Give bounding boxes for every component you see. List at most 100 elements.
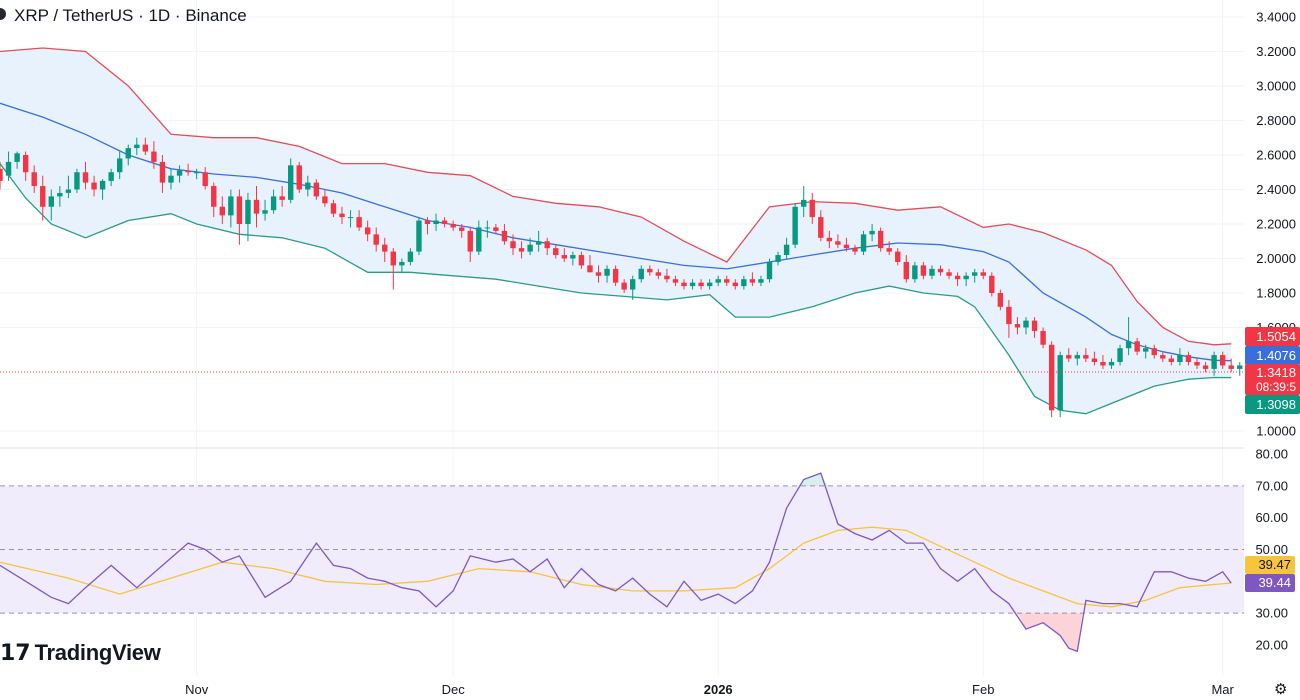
candle-body (347, 217, 354, 219)
candle-body (638, 268, 644, 280)
candle-body (476, 227, 482, 252)
candle-body (1040, 330, 1046, 345)
candle-body (270, 196, 277, 211)
candle-body (484, 227, 491, 229)
candle-body (373, 234, 379, 245)
candle-body (689, 282, 696, 287)
time-axis[interactable]: Nov Dec 2026 Feb Mar (185, 682, 1234, 697)
candle-body (228, 196, 234, 216)
candle-body (612, 268, 619, 283)
candle-body (989, 275, 995, 293)
price-tick-label: 3.0000 (1256, 79, 1296, 94)
candle-body (852, 248, 858, 252)
candle-body (108, 172, 114, 181)
candle-body (1083, 355, 1089, 359)
candle-body (117, 158, 123, 173)
candle-body (1006, 306, 1012, 325)
candle-body (980, 272, 986, 276)
candle-body (211, 186, 217, 207)
rsi-ma-label-box (1245, 556, 1295, 574)
candle-body (142, 144, 149, 152)
candle-body (236, 196, 243, 224)
candle-body (860, 234, 867, 252)
tradingview-logo[interactable]: 17 TradingView (0, 640, 161, 666)
candle-body (527, 244, 533, 252)
tradingview-logo-icon: 17 (0, 640, 31, 666)
rsi-overbought-fill (798, 473, 828, 486)
candle-body (31, 172, 37, 187)
candle-body (681, 282, 687, 287)
gear-icon[interactable]: ⚙ (1274, 680, 1288, 698)
candle-body (1023, 320, 1029, 328)
candle-body (5, 161, 12, 176)
time-tick-label: Dec (442, 682, 466, 697)
candle-body (553, 248, 559, 256)
tradingview-logo-text: TradingView (34, 640, 161, 665)
candle-body (262, 210, 268, 214)
candle-body (57, 192, 63, 197)
rsi-tick-label: 20.00 (1255, 638, 1288, 653)
bollinger-basis-line (0, 102, 1232, 362)
candle-body (1100, 362, 1106, 366)
basis-label-box (1245, 346, 1300, 365)
candle-body (510, 241, 516, 249)
candle-body (356, 217, 362, 228)
rsi-tick-label: 50.00 (1255, 542, 1288, 557)
price-tick-label: 3.2000 (1256, 44, 1296, 59)
candle-body (176, 170, 183, 176)
candle-body (929, 268, 935, 276)
xrp-icon (0, 8, 6, 20)
candle-body (493, 227, 499, 231)
candle-body (1125, 341, 1132, 349)
chart-title[interactable]: XRP / TetherUS · 1D · Binance (14, 6, 247, 25)
candle-body (202, 172, 208, 187)
candle-body (1048, 344, 1055, 411)
candle-body (1143, 348, 1149, 352)
time-tick-label: Mar (1211, 682, 1234, 697)
candle-body (1211, 355, 1217, 369)
rsi-ma-line (0, 526, 1232, 608)
candle-body (826, 237, 833, 242)
candle-body (399, 261, 405, 266)
candle-body (749, 279, 756, 283)
candle-body (253, 199, 260, 214)
lower-band-label-text: 1.3098 (1256, 397, 1296, 412)
candle-body (1014, 324, 1021, 328)
candle-body (0, 168, 3, 181)
candle-body (886, 248, 892, 252)
price-tick-label: 2.6000 (1256, 148, 1296, 163)
candle-body (433, 220, 439, 224)
candle-body (1057, 355, 1063, 411)
candle-body (895, 251, 901, 262)
upper-band-label-box (1245, 327, 1300, 346)
candle-body (1066, 355, 1072, 359)
candle-body (604, 268, 610, 276)
rsi-ma-label-text: 39.47 (1258, 557, 1291, 572)
candle-body (647, 268, 653, 273)
lower-band-label-box (1245, 395, 1300, 414)
candle-body (441, 220, 448, 224)
candle-body (1134, 341, 1140, 352)
candle-body (775, 255, 781, 262)
candle-body (672, 279, 679, 283)
candle-body (74, 172, 80, 190)
rsi-tick-label: 80.00 (1255, 447, 1288, 462)
candle-body (407, 251, 414, 262)
candle-body (954, 275, 961, 280)
candle-body (390, 251, 396, 266)
candle-body (245, 199, 251, 224)
candle-body (185, 170, 191, 173)
rsi-tick-label: 60.00 (1255, 510, 1288, 525)
candlestick-series[interactable] (0, 137, 1260, 418)
candle-body (1168, 358, 1175, 362)
candle-body (1031, 320, 1038, 331)
rsi-oversold-fill (1017, 613, 1083, 652)
candle-body (732, 282, 738, 287)
candle-body (783, 244, 790, 256)
candle-body (48, 196, 54, 207)
candle-body (741, 279, 747, 287)
candle-body (501, 230, 508, 242)
last-price-box (1245, 364, 1300, 395)
candle-body (706, 282, 713, 287)
